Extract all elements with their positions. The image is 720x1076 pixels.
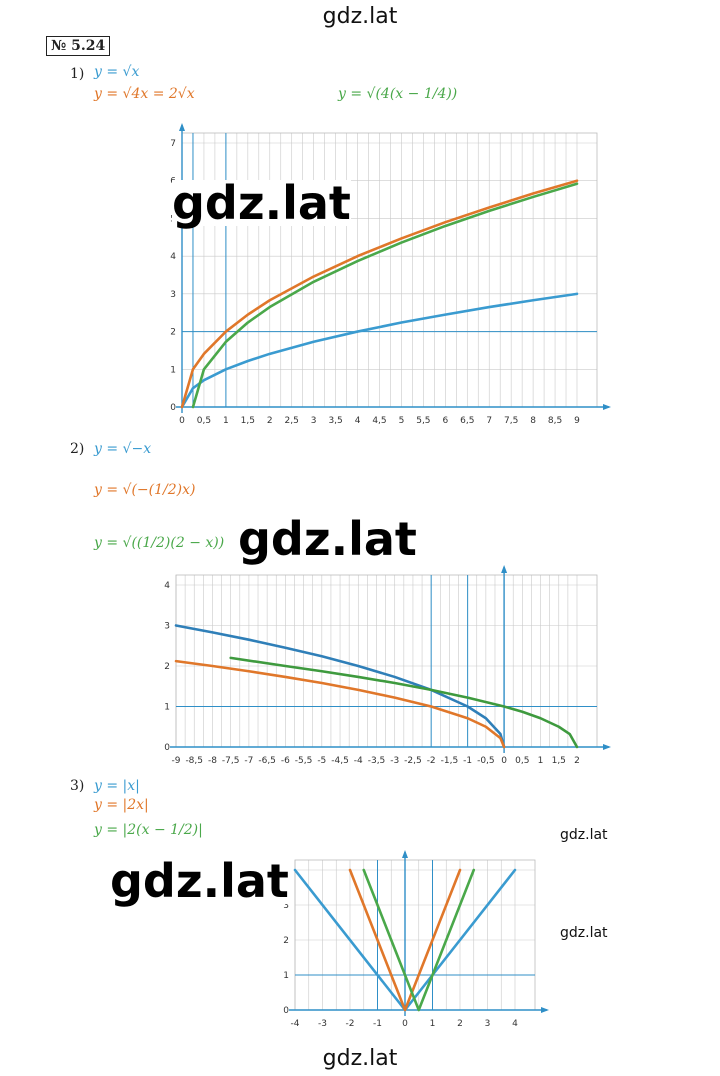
x-tick-label: -3 — [318, 1019, 327, 1029]
x-tick-label: 8 — [530, 416, 536, 426]
x-tick-label: 6 — [442, 416, 448, 426]
part-label-1: 1) — [70, 66, 85, 82]
formula-3-3: y = |2(x − 1/2)| — [94, 822, 203, 838]
x-tick-label: -2 — [427, 756, 436, 766]
x-tick-label: -3,5 — [368, 756, 386, 766]
watermark-small-2: gdz.lat — [560, 925, 608, 941]
x-tick-label: 4 — [512, 1019, 518, 1029]
watermark-bottom: gdz.lat — [322, 1046, 398, 1071]
part-label-3: 3) — [70, 778, 85, 794]
x-tick-label: -2 — [346, 1019, 355, 1029]
x-tick-label: -1,5 — [441, 756, 459, 766]
x-tick-label: -5,5 — [295, 756, 313, 766]
x-tick-label: 7 — [486, 416, 492, 426]
y-tick-label: 3 — [164, 622, 170, 632]
y-tick-label: 2 — [164, 662, 170, 672]
series-line-3 — [362, 868, 476, 1012]
x-tick-label: -9 — [172, 756, 181, 766]
watermark-big-1: gdz.lat — [172, 176, 351, 230]
watermark-small-1: gdz.lat — [560, 827, 608, 843]
formula-3-1: y = |x| — [94, 778, 140, 794]
y-tick-label: 1 — [164, 703, 170, 713]
x-tick-label: 6,5 — [460, 416, 474, 426]
formula-2-3: y = √((1/2)(2 − x)) — [94, 535, 225, 551]
x-tick-label: 2 — [457, 1019, 463, 1029]
formula-2-2: y = √(−(1/2)x) — [94, 482, 196, 498]
watermark-top: gdz.lat — [322, 4, 398, 29]
x-tick-label: 0 — [179, 416, 185, 426]
formula-1-1: y = √x — [94, 64, 140, 80]
x-tick-label: 3 — [485, 1019, 491, 1029]
series-line-2 — [180, 179, 579, 409]
x-tick-label: -1 — [463, 756, 472, 766]
x-tick-label: -6 — [281, 756, 290, 766]
x-tick-label: 8,5 — [548, 416, 562, 426]
part-label-2: 2) — [70, 441, 85, 457]
formula-1-3: y = √(4(x − 1/4)) — [338, 86, 458, 102]
x-tick-label: 5,5 — [416, 416, 430, 426]
x-tick-label: -1 — [373, 1019, 382, 1029]
x-tick-label: -8 — [208, 756, 217, 766]
x-tick-label: -7 — [244, 756, 253, 766]
x-tick-label: -3 — [390, 756, 399, 766]
x-tick-label: 1,5 — [552, 756, 566, 766]
x-tick-label: 4,5 — [372, 416, 386, 426]
formula-1-2: y = √4x = 2√x — [94, 86, 195, 102]
series-line-2 — [348, 868, 462, 1012]
y-tick-label: 1 — [283, 971, 289, 981]
x-tick-label: 1 — [223, 416, 229, 426]
x-tick-label: 1 — [538, 756, 544, 766]
x-tick-label: 3,5 — [328, 416, 342, 426]
x-tick-label: 2,5 — [285, 416, 299, 426]
y-tick-label: 0 — [164, 743, 170, 753]
x-tick-label: 0 — [402, 1019, 408, 1029]
x-tick-label: 2 — [267, 416, 273, 426]
x-tick-label: 9 — [574, 416, 580, 426]
x-tick-label: -2,5 — [404, 756, 422, 766]
watermark-big-3: gdz.lat — [110, 854, 289, 908]
y-tick-label: 4 — [164, 581, 170, 591]
x-tick-label: 5 — [399, 416, 405, 426]
x-tick-label: 0,5 — [515, 756, 529, 766]
x-tick-label: 1 — [430, 1019, 436, 1029]
x-tick-label: 3 — [311, 416, 317, 426]
series-line-3 — [191, 182, 579, 409]
y-tick-label: 2 — [170, 328, 176, 338]
formula-3-2: y = |2x| — [94, 797, 149, 813]
y-tick-label: 3 — [170, 290, 176, 300]
x-tick-label: -4 — [291, 1019, 300, 1029]
x-tick-label: -5 — [317, 756, 326, 766]
y-tick-label: 2 — [283, 936, 289, 946]
y-tick-label: 0 — [170, 403, 176, 413]
x-tick-label: 7,5 — [504, 416, 518, 426]
series-line-1 — [174, 624, 506, 749]
formula-2-1: y = √−x — [94, 441, 152, 457]
x-tick-label: -4,5 — [331, 756, 349, 766]
watermark-big-2: gdz.lat — [238, 512, 417, 566]
x-tick-label: -4 — [354, 756, 363, 766]
y-tick-label: 3 — [283, 901, 289, 911]
x-tick-label: -0,5 — [477, 756, 495, 766]
x-tick-label: 0,5 — [197, 416, 211, 426]
x-tick-label: -7,5 — [222, 756, 240, 766]
x-tick-label: 4 — [355, 416, 361, 426]
y-tick-label: 0 — [283, 1006, 289, 1016]
y-tick-label: 7 — [170, 139, 176, 149]
series-line-2 — [174, 659, 506, 749]
series-line-1 — [180, 292, 579, 409]
series-line-3 — [229, 656, 579, 749]
x-tick-label: 0 — [501, 756, 507, 766]
y-tick-label: 1 — [170, 365, 176, 375]
y-tick-label: 4 — [170, 252, 176, 262]
x-tick-label: 1,5 — [241, 416, 255, 426]
x-tick-label: -8,5 — [185, 756, 203, 766]
problem-number: № 5.24 — [46, 36, 111, 56]
x-tick-label: -6,5 — [258, 756, 276, 766]
x-tick-label: 2 — [574, 756, 580, 766]
